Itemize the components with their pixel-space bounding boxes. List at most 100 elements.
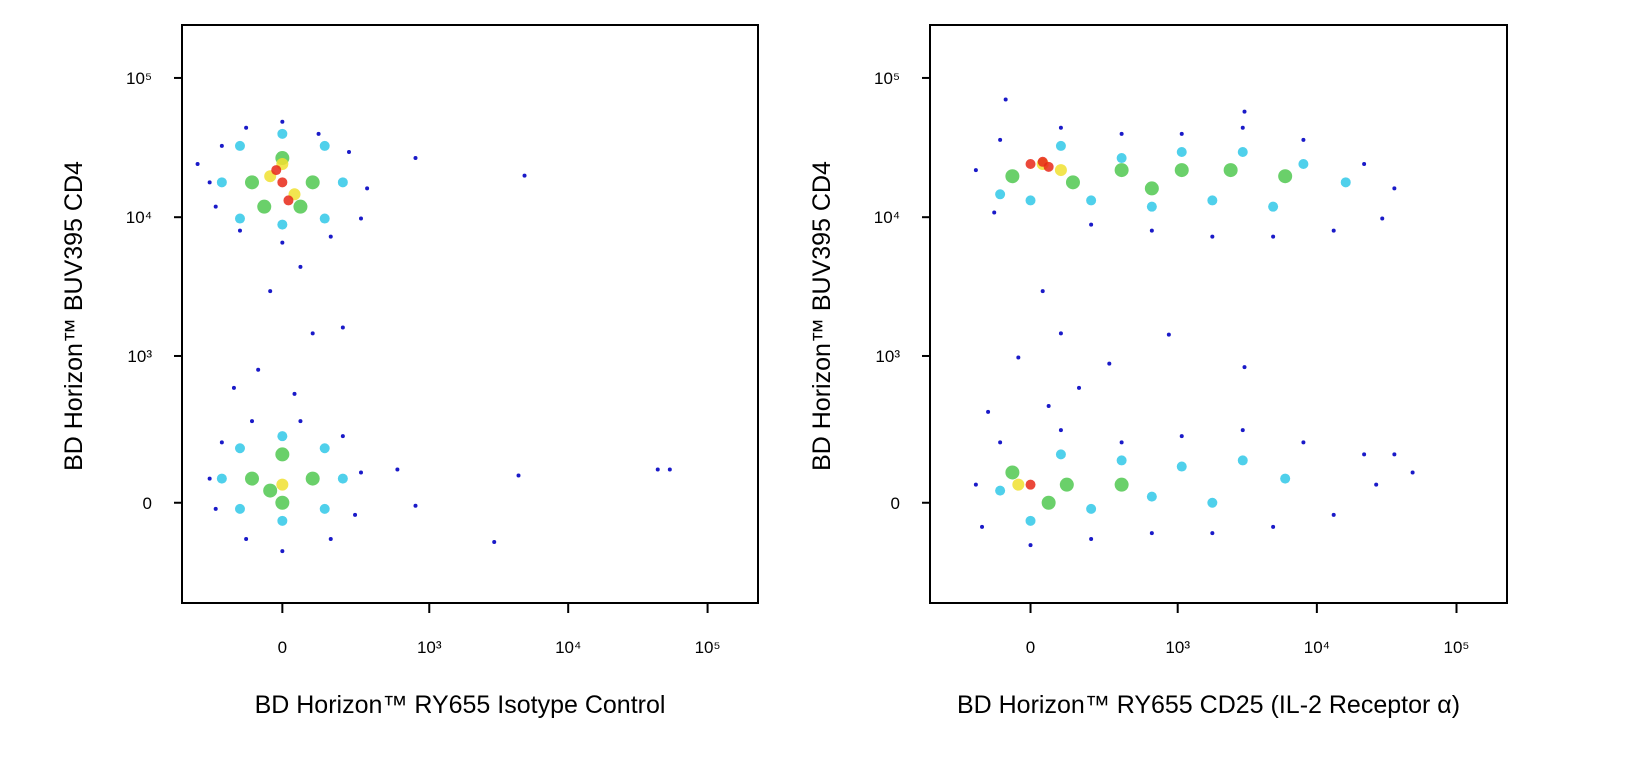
- data-point: [522, 173, 527, 178]
- data-point: [1298, 159, 1309, 170]
- data-point: [337, 473, 348, 484]
- data-point: [1179, 131, 1184, 136]
- data-point: [1065, 175, 1080, 190]
- y-tick-label: 10³: [127, 347, 152, 366]
- data-point: [277, 431, 288, 442]
- data-point: [492, 540, 497, 545]
- data-point: [1119, 131, 1124, 136]
- data-point: [1114, 163, 1129, 178]
- data-point: [257, 199, 272, 214]
- data-point: [277, 128, 288, 139]
- data-point: [395, 467, 400, 472]
- plot-frame: [929, 24, 1508, 604]
- data-point: [1392, 452, 1397, 457]
- x-tick-label: 10⁵: [1444, 638, 1470, 657]
- data-point: [268, 289, 273, 294]
- y-tick-label: 10⁴: [874, 208, 900, 227]
- data-point: [1012, 478, 1025, 491]
- data-point: [1058, 331, 1063, 336]
- data-point: [1040, 289, 1045, 294]
- data-point: [1207, 497, 1218, 508]
- data-point: [1005, 465, 1020, 480]
- x-tick-label: 10⁴: [555, 638, 581, 657]
- y-tick-label: 10³: [875, 347, 900, 366]
- x-axis-label: BD Horizon™ RY655 CD25 (IL-2 Receptor α): [957, 691, 1460, 719]
- data-point: [319, 140, 330, 151]
- data-point: [1086, 503, 1097, 514]
- data-point: [1077, 385, 1082, 390]
- data-point: [1149, 228, 1154, 233]
- data-point: [1089, 222, 1094, 227]
- data-point: [298, 264, 303, 269]
- data-point: [319, 443, 330, 454]
- data-point: [1301, 440, 1306, 445]
- data-point: [231, 385, 236, 390]
- x-tick-label: 10³: [417, 638, 442, 657]
- y-tick-label: 0: [143, 494, 152, 513]
- data-point: [346, 149, 351, 154]
- data-point: [263, 483, 278, 498]
- data-point: [1271, 524, 1276, 529]
- data-point: [1116, 153, 1127, 164]
- data-point: [244, 536, 249, 541]
- data-point: [1410, 470, 1415, 475]
- data-point: [1086, 195, 1097, 206]
- data-point: [1146, 201, 1157, 212]
- data-point: [1242, 365, 1247, 370]
- data-point: [365, 186, 370, 191]
- data-point: [234, 503, 245, 514]
- data-point: [305, 175, 320, 190]
- data-point: [353, 512, 358, 517]
- data-point: [275, 447, 290, 462]
- data-point: [305, 471, 320, 486]
- data-point: [195, 162, 200, 167]
- data-point: [1144, 181, 1159, 196]
- data-point: [973, 482, 978, 487]
- x-tick-label: 10³: [1165, 638, 1190, 657]
- data-point: [1046, 403, 1051, 408]
- data-point: [245, 471, 260, 486]
- data-point: [1107, 361, 1112, 366]
- data-point: [319, 503, 330, 514]
- data-point: [213, 506, 218, 511]
- data-point: [1392, 186, 1397, 191]
- data-point: [413, 156, 418, 161]
- data-point: [1280, 473, 1291, 484]
- data-point: [1174, 163, 1189, 178]
- data-point: [1362, 452, 1367, 457]
- data-point: [1240, 125, 1245, 130]
- data-point: [292, 391, 297, 396]
- data-point: [1179, 434, 1184, 439]
- data-point: [413, 503, 418, 508]
- data-point: [1054, 164, 1067, 177]
- data-point: [234, 140, 245, 151]
- data-point: [244, 125, 249, 130]
- y-tick-label: 0: [891, 494, 900, 513]
- data-point: [1240, 428, 1245, 433]
- data-point: [516, 473, 521, 478]
- data-point: [271, 165, 282, 176]
- data-point: [1362, 162, 1367, 167]
- data-point: [995, 189, 1006, 200]
- data-point: [998, 440, 1003, 445]
- data-point: [1237, 455, 1248, 466]
- data-point: [358, 470, 363, 475]
- data-point: [1271, 234, 1276, 239]
- data-point: [328, 234, 333, 239]
- data-point: [219, 440, 224, 445]
- data-point: [237, 228, 242, 233]
- data-point: [992, 210, 997, 215]
- data-point: [1025, 479, 1036, 490]
- x-tick-label: 0: [1026, 638, 1035, 657]
- data-point: [1025, 159, 1036, 170]
- data-point: [207, 180, 212, 185]
- data-point: [995, 485, 1006, 496]
- data-point: [1041, 495, 1056, 510]
- data-point: [280, 119, 285, 124]
- data-point: [1146, 491, 1157, 502]
- data-point: [358, 216, 363, 221]
- x-tick-label: 0: [278, 638, 287, 657]
- data-point: [276, 478, 289, 491]
- data-point: [1210, 531, 1215, 536]
